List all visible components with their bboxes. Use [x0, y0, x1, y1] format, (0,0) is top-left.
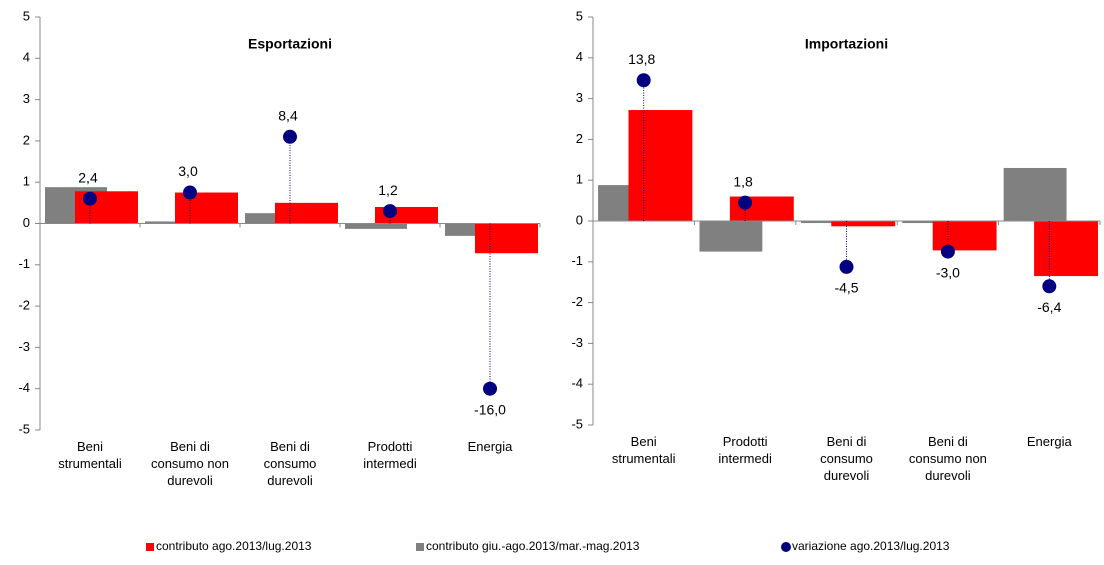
dot — [839, 259, 854, 274]
bar — [345, 223, 407, 229]
legend-label: variazione ago.2013/lug.2013 — [792, 539, 950, 553]
bar — [275, 202, 338, 224]
dot — [1042, 279, 1057, 294]
bar — [932, 221, 997, 251]
dot — [483, 381, 497, 396]
dot — [383, 204, 397, 219]
dot — [183, 185, 197, 200]
y-tick-label: -1 — [571, 253, 583, 268]
bar — [1034, 221, 1098, 277]
legend-label: contributo ago.2013/lug.2013 — [156, 539, 312, 553]
y-tick-label: -2 — [18, 298, 30, 313]
y-tick-label: 3 — [576, 90, 583, 105]
x-tick-label: Beni di consumo non durevoli — [150, 439, 230, 488]
y-tick-label: 4 — [23, 50, 30, 65]
x-tick-label: Beni di consumo durevoli — [820, 434, 873, 483]
y-tick-label: 1 — [23, 174, 30, 189]
y-tick-label: -4 — [18, 380, 30, 395]
bar — [475, 223, 538, 254]
data-label: 1,8 — [733, 173, 753, 189]
x-tick-label: Beni strumentali — [58, 439, 122, 471]
y-tick-label: -4 — [571, 376, 583, 391]
bar — [175, 192, 238, 224]
dot — [283, 129, 297, 144]
y-tick-label: 4 — [576, 49, 583, 64]
data-label: 3,0 — [178, 163, 198, 179]
x-tick-label: Beni di consumo non durevoli — [908, 434, 987, 483]
data-label: -3,0 — [936, 264, 960, 280]
chart-title: Esportazioni — [248, 36, 332, 52]
bar — [699, 221, 763, 252]
bar — [1003, 167, 1067, 221]
x-tick-label: Prodotti intermedi — [363, 439, 417, 471]
x-tick-label: Energia — [1026, 434, 1072, 449]
x-tick-label: Energia — [467, 439, 513, 454]
legend-swatch — [416, 543, 424, 551]
x-tick-label: Prodotti intermedi — [718, 434, 772, 466]
y-tick-label: 2 — [23, 132, 30, 147]
legend-swatch — [146, 543, 154, 551]
chart-title: Importazioni — [805, 36, 888, 52]
y-tick-label: -2 — [571, 294, 583, 309]
dot — [940, 244, 955, 259]
dot — [636, 73, 651, 88]
data-label: -6,4 — [1037, 299, 1061, 315]
data-label: -4,5 — [834, 280, 858, 296]
y-tick-label: 0 — [23, 215, 30, 230]
legend-swatch — [781, 542, 791, 552]
y-tick-label: 1 — [576, 172, 583, 187]
dot — [738, 195, 753, 210]
y-tick-label: -1 — [18, 256, 30, 271]
bar — [628, 110, 693, 221]
data-label: 13,8 — [628, 51, 655, 67]
y-tick-label: -5 — [18, 421, 30, 436]
dot — [83, 191, 97, 206]
x-tick-label: Beni di consumo durevoli — [263, 439, 317, 488]
data-label: 2,4 — [78, 169, 98, 185]
x-tick-label: Beni strumentali — [611, 434, 676, 466]
data-label: -16,0 — [474, 401, 506, 417]
y-tick-label: 2 — [576, 131, 583, 146]
y-tick-label: 5 — [576, 8, 583, 23]
legend-label: contributo giu.-ago.2013/mar.-mag.2013 — [426, 539, 640, 553]
data-label: 8,4 — [278, 107, 298, 123]
y-tick-label: -3 — [571, 335, 583, 350]
y-tick-label: 3 — [23, 91, 30, 106]
y-tick-label: 5 — [23, 8, 30, 23]
y-tick-label: -5 — [571, 416, 583, 431]
bar — [831, 221, 896, 227]
data-label: 1,2 — [378, 182, 398, 198]
y-tick-label: 0 — [576, 212, 583, 227]
y-tick-label: -3 — [18, 339, 30, 354]
